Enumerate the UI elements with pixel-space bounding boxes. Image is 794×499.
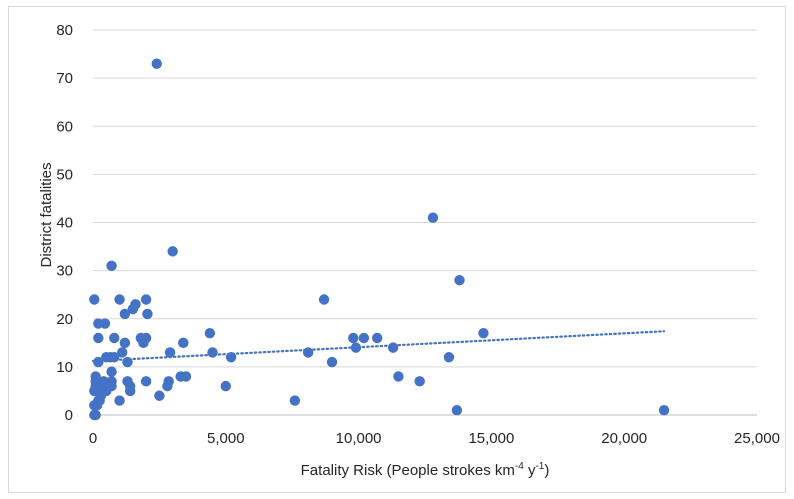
x-tick-label: 5,000 xyxy=(207,430,245,447)
y-tick-label: 30 xyxy=(56,263,73,280)
data-point xyxy=(443,352,455,363)
data-point xyxy=(371,332,383,344)
y-tick-label: 70 xyxy=(56,70,73,87)
data-point xyxy=(454,275,465,286)
data-point xyxy=(119,337,131,349)
data-point xyxy=(302,347,314,358)
gridlines xyxy=(93,29,757,416)
x-tick-label: 25,000 xyxy=(734,430,780,447)
data-point xyxy=(93,356,104,368)
y-tick-label: 0 xyxy=(65,407,73,424)
data-points xyxy=(89,58,670,421)
data-point xyxy=(162,380,173,392)
x-tick-label: 10,000 xyxy=(336,430,382,447)
data-point xyxy=(124,385,136,397)
y-tick-label: 80 xyxy=(56,22,73,39)
data-point xyxy=(478,327,489,339)
data-point xyxy=(427,212,439,223)
data-point xyxy=(109,332,120,344)
data-point xyxy=(167,246,178,257)
data-point xyxy=(220,380,231,392)
data-point xyxy=(289,395,301,406)
x-tick-label: 0 xyxy=(89,430,97,447)
data-point xyxy=(114,294,125,305)
data-point xyxy=(93,332,104,344)
data-point xyxy=(164,347,176,358)
data-point xyxy=(358,332,370,344)
x-tick-label: 15,000 xyxy=(468,430,514,447)
x-axis-title: Fatality Risk (People strokes km-4 y-1) xyxy=(301,461,550,479)
data-point xyxy=(204,327,216,339)
y-tick-labels: 0 10 20 30 40 50 60 70 80 xyxy=(56,22,73,424)
y-tick-label: 50 xyxy=(56,166,73,183)
trendline xyxy=(91,330,666,363)
data-point xyxy=(318,294,330,305)
data-point xyxy=(451,404,463,416)
x-tick-labels: 0 5,000 10,000 15,000 20,000 25,000 xyxy=(89,430,780,447)
data-point xyxy=(178,337,189,349)
data-point xyxy=(122,356,133,368)
x-tick-label: 20,000 xyxy=(601,430,647,447)
data-point xyxy=(180,371,192,382)
data-point xyxy=(151,58,162,69)
data-point xyxy=(140,294,152,305)
data-point xyxy=(89,294,100,305)
data-point xyxy=(105,352,116,363)
data-point xyxy=(114,395,125,406)
data-point xyxy=(414,376,425,387)
data-point xyxy=(207,347,218,358)
data-point xyxy=(387,342,399,353)
data-point xyxy=(142,308,153,320)
data-point xyxy=(106,260,117,272)
data-point xyxy=(117,347,128,358)
data-point xyxy=(225,352,237,363)
data-point xyxy=(106,366,117,377)
data-point xyxy=(140,376,152,387)
data-point xyxy=(119,308,131,320)
y-axis-title: District fatalities xyxy=(38,162,55,267)
data-point xyxy=(99,318,111,329)
data-point xyxy=(393,371,404,382)
data-point xyxy=(127,303,139,315)
y-tick-label: 10 xyxy=(56,359,73,376)
data-point xyxy=(350,342,362,353)
y-tick-label: 20 xyxy=(56,311,73,328)
y-tick-label: 60 xyxy=(56,118,73,135)
chart-frame xyxy=(8,6,786,493)
data-point xyxy=(154,390,165,401)
y-tick-label: 40 xyxy=(56,215,73,232)
data-point xyxy=(90,409,101,421)
data-point xyxy=(326,356,338,368)
data-point xyxy=(138,337,149,349)
data-point xyxy=(658,404,670,416)
data-point xyxy=(348,332,359,344)
data-point xyxy=(91,400,103,411)
